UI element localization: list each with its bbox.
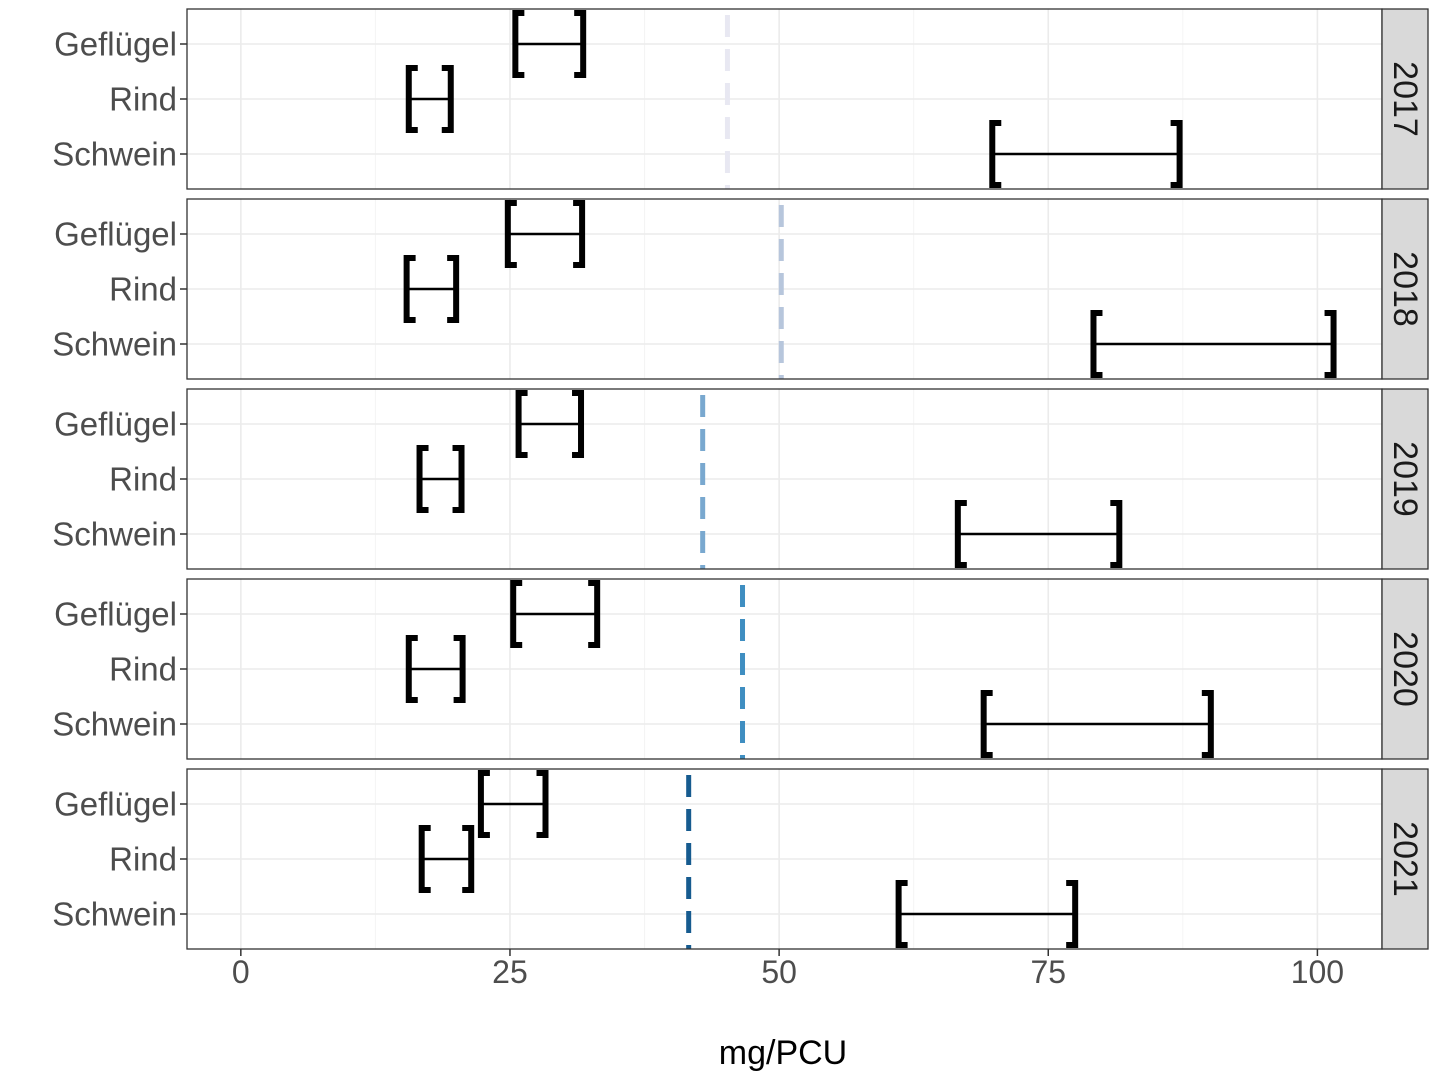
interval-high-bracket — [1066, 880, 1079, 948]
y-tick-label: Rind — [109, 651, 177, 688]
interval-2021-Schwein — [895, 880, 1079, 948]
interval-2017-Rind — [405, 65, 454, 133]
y-tick-label: Schwein — [52, 136, 177, 173]
interval-low-bracket — [477, 770, 490, 838]
x-tick-label: 75 — [1030, 954, 1066, 990]
y-tick-label: Geflügel — [54, 406, 177, 443]
x-tick-label: 100 — [1291, 954, 1344, 990]
facet-strip — [1381, 768, 1429, 950]
interval-2017-Schwein — [989, 120, 1183, 188]
interval-low-bracket — [954, 500, 967, 568]
interval-high-bracket — [572, 390, 585, 458]
interval-high-bracket — [452, 445, 465, 513]
interval-low-bracket — [895, 880, 908, 948]
interval-low-bracket — [1090, 310, 1103, 378]
interval-high-bracket — [462, 825, 475, 893]
facet-label: 2020 — [1386, 631, 1424, 707]
interval-low-bracket — [418, 825, 431, 893]
y-tick-label: Schwein — [52, 896, 177, 933]
interval-high-bracket — [1201, 690, 1214, 758]
y-tick-label: Rind — [109, 271, 177, 308]
y-tick-label: Rind — [109, 81, 177, 118]
interval-low-bracket — [403, 255, 416, 323]
interval-low-bracket — [405, 65, 418, 133]
facet-panel-2021: 2021 Geflügel Rind Schwein — [52, 768, 1429, 950]
interval-2018-Schwein — [1090, 310, 1337, 378]
facet-panel-2017: 2017 Geflügel Rind Schwein — [52, 8, 1429, 190]
y-tick-label: Geflügel — [54, 216, 177, 253]
interval-high-bracket — [536, 770, 549, 838]
interval-2021-Rind — [418, 825, 475, 893]
y-tick-label: Geflügel — [54, 786, 177, 823]
interval-high-bracket — [1110, 500, 1123, 568]
facet-label: 2019 — [1386, 441, 1424, 517]
x-axis-title: mg/PCU — [719, 1034, 847, 1072]
panels-layer: 2017 Geflügel Rind Schwein 2018 Geflügel Rind S… — [52, 8, 1429, 950]
interval-2017-Geflügel — [512, 10, 587, 78]
interval-low-bracket — [416, 445, 429, 513]
interval-low-bracket — [989, 120, 1002, 188]
interval-low-bracket — [980, 690, 993, 758]
facet-strip — [1381, 388, 1429, 570]
interval-high-bracket — [573, 200, 586, 268]
interval-low-bracket — [405, 635, 418, 703]
interval-high-bracket — [1170, 120, 1183, 188]
interval-2018-Rind — [403, 255, 460, 323]
interval-2018-Geflügel — [504, 200, 586, 268]
facet-panel-2019: 2019 Geflügel Rind Schwein — [52, 388, 1429, 570]
facet-label: 2017 — [1386, 61, 1424, 137]
interval-high-bracket — [447, 255, 460, 323]
interval-2021-Geflügel — [477, 770, 549, 838]
x-tick-label: 0 — [232, 954, 250, 990]
facet-label: 2021 — [1386, 821, 1424, 897]
facet-label: 2018 — [1386, 251, 1424, 327]
x-tick-label: 50 — [761, 954, 797, 990]
y-tick-label: Geflügel — [54, 26, 177, 63]
interval-low-bracket — [510, 580, 523, 648]
interval-low-bracket — [512, 10, 525, 78]
y-tick-label: Schwein — [52, 516, 177, 553]
y-tick-label: Geflügel — [54, 596, 177, 633]
interval-high-bracket — [1324, 310, 1337, 378]
interval-2020-Geflügel — [510, 580, 601, 648]
facet-panel-2018: 2018 Geflügel Rind Schwein — [52, 198, 1429, 380]
x-axis: 0 25 50 75 100 — [232, 949, 1344, 990]
interval-2019-Geflügel — [515, 390, 585, 458]
interval-high-bracket — [574, 10, 587, 78]
interval-2019-Rind — [416, 445, 465, 513]
x-tick-label: 25 — [492, 954, 528, 990]
y-tick-label: Schwein — [52, 706, 177, 743]
interval-2020-Schwein — [980, 690, 1214, 758]
interval-high-bracket — [453, 635, 466, 703]
facet-panel-2020: 2020 Geflügel Rind Schwein — [52, 578, 1429, 760]
y-tick-label: Schwein — [52, 326, 177, 363]
interval-high-bracket — [588, 580, 601, 648]
interval-low-bracket — [515, 390, 528, 458]
interval-low-bracket — [504, 200, 517, 268]
interval-high-bracket — [441, 65, 454, 133]
interval-2019-Schwein — [954, 500, 1123, 568]
facet-strip — [1381, 198, 1429, 380]
y-tick-label: Rind — [109, 841, 177, 878]
interval-2020-Rind — [405, 635, 466, 703]
y-tick-label: Rind — [109, 461, 177, 498]
facet-strip — [1381, 8, 1429, 190]
facet-strip — [1381, 578, 1429, 760]
